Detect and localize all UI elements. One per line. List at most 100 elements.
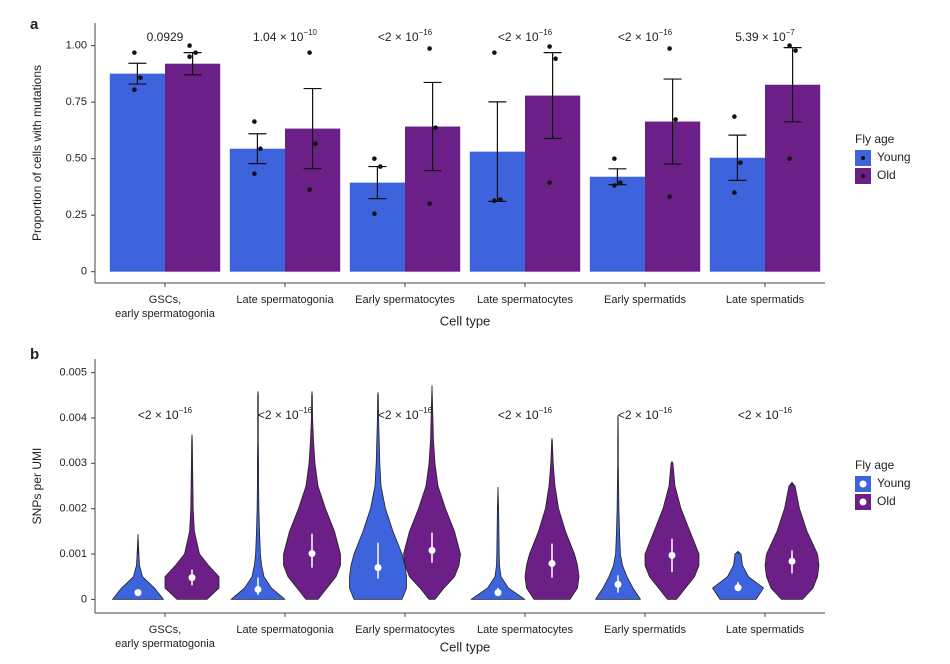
y-axis-title: SNPs per UMI	[30, 448, 44, 525]
data-point	[618, 180, 623, 185]
data-point	[673, 117, 678, 122]
y-tick-label: 0.001	[59, 548, 87, 560]
x-tick-label: GSCs,	[149, 624, 181, 636]
data-point	[313, 141, 318, 147]
legend-key-dot	[861, 156, 865, 160]
legend-label: Young	[877, 476, 911, 490]
p-value-exponent: −16	[539, 406, 553, 415]
data-point	[187, 54, 192, 59]
p-value-base: 5.39 × 10	[735, 30, 786, 44]
data-point	[492, 50, 497, 55]
p-value-base: <2 × 10	[138, 408, 179, 422]
error-bar	[303, 87, 322, 170]
data-point	[427, 46, 432, 51]
p-value-exponent: −7	[786, 28, 796, 37]
median-dot	[734, 584, 742, 592]
violin	[712, 550, 764, 600]
p-value: 5.39 × 10−7	[735, 28, 795, 44]
x-axis-title: Cell type	[440, 313, 491, 328]
y-tick-label: 0.003	[59, 457, 87, 469]
error-bar	[608, 168, 627, 186]
panel-label: a	[30, 16, 39, 33]
y-tick-label: 0.25	[66, 209, 87, 221]
p-value-exponent: −16	[299, 406, 313, 415]
median-dot	[428, 546, 436, 554]
legend-key-dot	[859, 480, 867, 488]
legend-label: Old	[877, 494, 896, 508]
p-value-base: <2 × 10	[618, 408, 659, 422]
p-value-exponent: −16	[419, 28, 433, 37]
data-point	[252, 119, 257, 124]
p-value: <2 × 10−16	[738, 406, 793, 422]
x-axis-title: Cell type	[440, 639, 491, 654]
p-value: <2 × 10−16	[498, 28, 553, 44]
data-point	[547, 180, 552, 185]
legend-label: Young	[877, 150, 911, 164]
data-point	[307, 50, 312, 55]
violin	[644, 461, 700, 600]
error-bar	[128, 62, 147, 85]
median-dot	[254, 585, 262, 593]
x-tick-label: Late spermatogonia	[236, 624, 334, 636]
data-point	[787, 156, 792, 161]
p-value-base: <2 × 10	[618, 30, 659, 44]
p-value-base: <2 × 10	[738, 408, 779, 422]
bar	[589, 176, 645, 272]
p-value-base: <2 × 10	[378, 408, 419, 422]
p-value-base: <2 × 10	[498, 408, 539, 422]
p-value-exponent: −16	[659, 406, 673, 415]
data-point	[132, 87, 137, 92]
p-value-exponent: −16	[539, 28, 553, 37]
data-point	[612, 156, 617, 161]
y-tick-label: 0	[81, 593, 87, 605]
p-value-base: <2 × 10	[498, 30, 539, 44]
p-value-base: <2 × 10	[378, 30, 419, 44]
p-value: <2 × 10−16	[258, 406, 313, 422]
data-point	[433, 125, 438, 130]
bar	[109, 73, 165, 272]
data-point	[732, 114, 737, 119]
legend-key-dot	[859, 498, 867, 506]
p-value: <2 × 10−16	[138, 406, 193, 422]
x-tick-label: Late spermatocytes	[477, 294, 573, 306]
data-point	[252, 171, 257, 176]
median-dot	[188, 574, 196, 582]
median-dot	[308, 550, 316, 558]
error-bar	[423, 81, 442, 172]
p-value: <2 × 10−16	[618, 406, 673, 422]
legend-title: Fly age	[855, 132, 895, 146]
data-point	[193, 50, 198, 55]
data-point	[372, 211, 377, 216]
median-dot	[374, 564, 382, 572]
p-value: <2 × 10−16	[618, 28, 673, 44]
panel-label: b	[30, 346, 39, 363]
data-point	[258, 146, 263, 152]
data-point	[138, 75, 143, 81]
p-value: <2 × 10−16	[498, 406, 553, 422]
median-dot	[548, 560, 556, 568]
data-point	[793, 48, 798, 53]
y-tick-label: 0.004	[59, 412, 87, 424]
violin	[764, 481, 820, 600]
median-dot	[668, 551, 676, 559]
bar	[229, 148, 285, 272]
data-point	[132, 50, 137, 55]
error-bar	[183, 52, 202, 76]
p-value-exponent: −16	[659, 28, 673, 37]
data-point	[498, 197, 503, 202]
x-tick-label: Late spermatids	[726, 624, 805, 636]
legend-label: Old	[877, 168, 896, 182]
data-point	[307, 187, 312, 192]
p-value: 1.04 × 10−10	[253, 28, 318, 44]
y-tick-label: 0.005	[59, 367, 87, 379]
error-bar	[248, 133, 267, 165]
error-bar	[368, 165, 387, 200]
p-value-exponent: −16	[779, 406, 793, 415]
x-tick-label: Late spermatids	[726, 294, 805, 306]
data-point	[667, 46, 672, 51]
y-tick-label: 0	[81, 266, 87, 278]
data-point	[612, 183, 617, 188]
p-value-exponent: −16	[419, 406, 433, 415]
